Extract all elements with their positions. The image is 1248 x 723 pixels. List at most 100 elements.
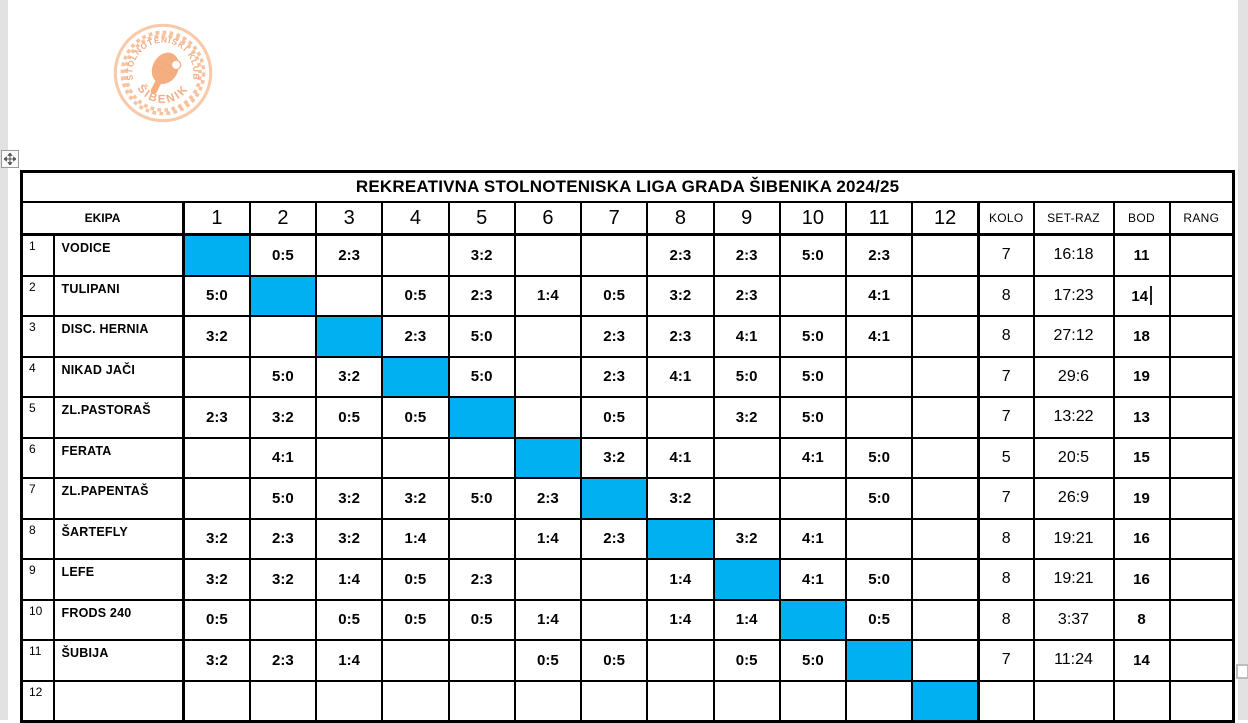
rang-cell[interactable] [1168, 436, 1235, 479]
score-cell[interactable] [447, 436, 516, 479]
team-name-cell[interactable]: ŠARTEFLY [52, 517, 185, 560]
score-cell[interactable]: 5:0 [181, 274, 251, 317]
kolo-cell[interactable]: 8 [977, 598, 1035, 641]
score-cell[interactable]: 5:0 [844, 558, 914, 601]
row-number-cell[interactable]: 12 [20, 679, 55, 723]
score-cell[interactable]: 2:3 [248, 639, 318, 682]
score-cell[interactable]: 2:3 [447, 558, 516, 601]
score-cell[interactable]: 3:2 [314, 477, 384, 520]
bod-cell[interactable] [1112, 679, 1171, 723]
set-raz-cell[interactable]: 26:9 [1032, 477, 1115, 520]
score-cell[interactable] [314, 436, 384, 479]
score-cell[interactable] [844, 679, 914, 723]
score-cell[interactable] [447, 639, 516, 682]
set-raz-cell[interactable]: 19:21 [1032, 558, 1115, 601]
kolo-cell[interactable] [977, 679, 1035, 723]
team-name-cell[interactable]: VODICE [52, 233, 185, 277]
kolo-cell[interactable]: 8 [977, 517, 1035, 560]
score-cell[interactable]: 4:1 [646, 355, 715, 398]
score-cell[interactable] [911, 233, 980, 277]
set-raz-cell[interactable]: 29:6 [1032, 355, 1115, 398]
score-cell[interactable]: 3:2 [646, 274, 715, 317]
score-cell[interactable] [778, 679, 848, 723]
score-cell[interactable]: 5:0 [778, 233, 848, 277]
score-cell[interactable]: 0:5 [248, 233, 318, 277]
score-cell[interactable]: 5:0 [844, 436, 914, 479]
score-cell[interactable]: 2:3 [447, 274, 516, 317]
score-cell[interactable] [447, 679, 516, 723]
rang-cell[interactable] [1168, 517, 1235, 560]
score-cell[interactable] [248, 315, 318, 358]
kolo-cell[interactable]: 7 [977, 355, 1035, 398]
score-cell[interactable] [381, 233, 450, 277]
score-cell[interactable]: 5:0 [447, 315, 516, 358]
bod-cell[interactable]: 15 [1112, 436, 1171, 479]
score-cell[interactable]: 5:0 [778, 396, 848, 439]
score-cell[interactable]: 3:2 [381, 477, 450, 520]
header-set-raz[interactable]: SET-RAZ [1032, 201, 1115, 236]
bod-cell[interactable]: 16 [1112, 517, 1171, 560]
score-cell[interactable]: 2:3 [248, 517, 318, 560]
bod-cell[interactable]: 16 [1112, 558, 1171, 601]
score-cell[interactable]: 0:5 [381, 396, 450, 439]
score-cell[interactable] [314, 274, 384, 317]
diagonal-cell[interactable] [778, 598, 848, 641]
kolo-cell[interactable]: 5 [977, 436, 1035, 479]
header-round-11[interactable]: 11 [844, 201, 914, 236]
score-cell[interactable]: 4:1 [248, 436, 318, 479]
score-cell[interactable]: 3:2 [447, 233, 516, 277]
score-cell[interactable]: 4:1 [844, 315, 914, 358]
score-cell[interactable]: 3:2 [181, 315, 251, 358]
set-raz-cell[interactable]: 19:21 [1032, 517, 1115, 560]
score-cell[interactable] [911, 396, 980, 439]
rang-cell[interactable] [1168, 598, 1235, 641]
score-cell[interactable] [911, 477, 980, 520]
score-cell[interactable] [911, 558, 980, 601]
score-cell[interactable] [513, 355, 583, 398]
score-cell[interactable]: 4:1 [844, 274, 914, 317]
set-raz-cell[interactable]: 11:24 [1032, 639, 1115, 682]
score-cell[interactable] [646, 396, 715, 439]
score-cell[interactable]: 2:3 [513, 477, 583, 520]
header-round-3[interactable]: 3 [314, 201, 384, 236]
score-cell[interactable] [911, 274, 980, 317]
table-resize-handle[interactable] [1236, 664, 1248, 679]
header-ekipa[interactable]: EKIPA [20, 201, 185, 236]
score-cell[interactable]: 2:3 [646, 233, 715, 277]
row-number-cell[interactable]: 3 [20, 315, 55, 358]
diagonal-cell[interactable] [314, 315, 384, 358]
team-name-cell[interactable]: ZL.PAPENTAŠ [52, 477, 185, 520]
score-cell[interactable]: 0:5 [314, 396, 384, 439]
bod-cell[interactable]: 19 [1112, 477, 1171, 520]
bod-cell[interactable]: 19 [1112, 355, 1171, 398]
score-cell[interactable]: 3:2 [181, 558, 251, 601]
score-cell[interactable] [712, 436, 781, 479]
score-cell[interactable] [181, 355, 251, 398]
score-cell[interactable]: 1:4 [712, 598, 781, 641]
table-title[interactable]: REKREATIVNA STOLNOTENISKA LIGA GRADA ŠIB… [20, 170, 1235, 203]
score-cell[interactable]: 2:3 [579, 517, 649, 560]
score-cell[interactable]: 4:1 [778, 436, 848, 479]
score-cell[interactable] [314, 679, 384, 723]
score-cell[interactable] [646, 639, 715, 682]
score-cell[interactable]: 3:2 [314, 355, 384, 398]
diagonal-cell[interactable] [181, 233, 251, 277]
score-cell[interactable]: 1:4 [381, 517, 450, 560]
score-cell[interactable]: 3:2 [712, 517, 781, 560]
score-cell[interactable]: 3:2 [579, 436, 649, 479]
score-cell[interactable]: 4:1 [646, 436, 715, 479]
score-cell[interactable]: 4:1 [778, 517, 848, 560]
team-name-cell[interactable]: TULIPANI [52, 274, 185, 317]
score-cell[interactable] [181, 477, 251, 520]
header-round-8[interactable]: 8 [646, 201, 715, 236]
score-cell[interactable]: 1:4 [513, 274, 583, 317]
score-cell[interactable] [911, 517, 980, 560]
score-cell[interactable]: 3:2 [248, 558, 318, 601]
score-cell[interactable] [248, 598, 318, 641]
score-cell[interactable]: 1:4 [513, 598, 583, 641]
bod-cell[interactable]: 13 [1112, 396, 1171, 439]
score-cell[interactable]: 0:5 [579, 639, 649, 682]
score-cell[interactable]: 0:5 [579, 274, 649, 317]
rang-cell[interactable] [1168, 639, 1235, 682]
set-raz-cell[interactable] [1032, 679, 1115, 723]
